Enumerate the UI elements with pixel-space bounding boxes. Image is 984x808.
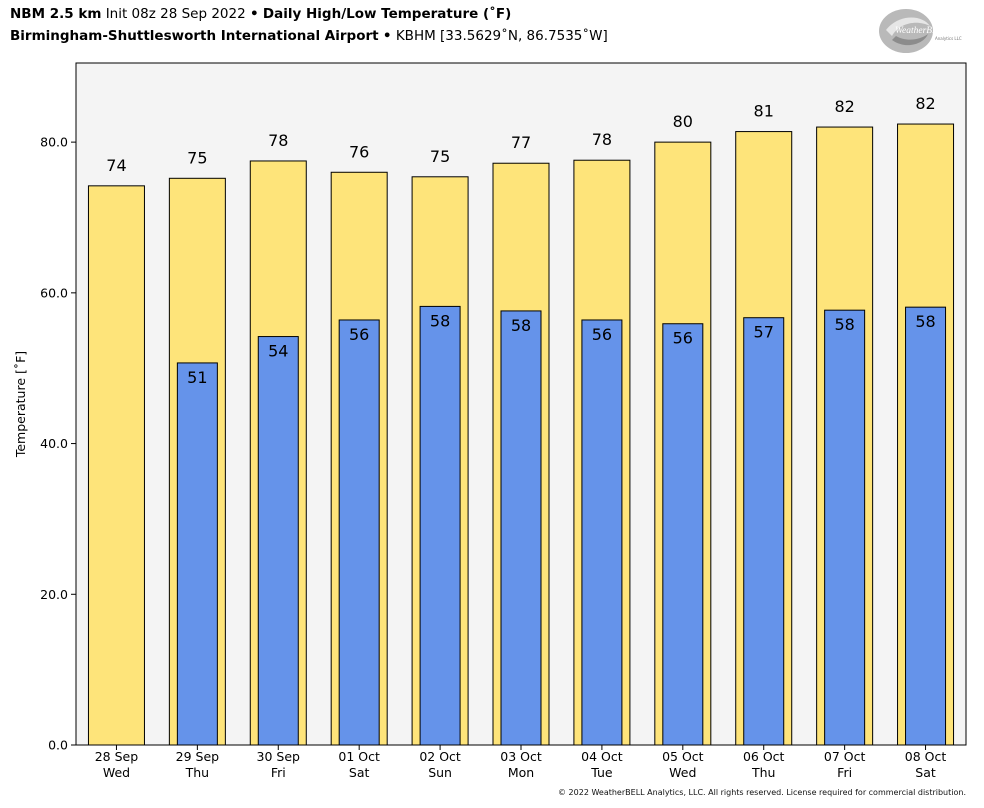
- weatherbell-logo: WeatherBELL Analytics LLC: [879, 9, 962, 53]
- x-tick-label-date: 28 Sep: [95, 749, 139, 764]
- x-tick-label-date: 05 Oct: [662, 749, 704, 764]
- low-bar: [662, 323, 704, 746]
- header-separator: •: [382, 28, 392, 44]
- x-tick-label-date: 03 Oct: [500, 749, 542, 764]
- logo-wordmark: WeatherBELL: [895, 26, 948, 36]
- low-value-label: 56: [592, 325, 612, 344]
- x-tick-label-date: 01 Oct: [338, 749, 380, 764]
- high-value-label: 78: [592, 130, 612, 149]
- chart-header-line1: NBM 2.5 km Init 08z 28 Sep 2022 • Daily …: [10, 6, 511, 22]
- x-tick-label-day: Fri: [271, 765, 286, 780]
- low-value-label: 58: [511, 316, 531, 335]
- x-tick-label-day: Thu: [751, 765, 775, 780]
- low-temperature-series: [176, 305, 947, 746]
- x-tick-label-day: Mon: [508, 765, 534, 780]
- x-tick-label-date: 04 Oct: [581, 749, 623, 764]
- x-tick-label-day: Thu: [185, 765, 209, 780]
- low-value-label: 57: [754, 323, 774, 342]
- x-tick-label-day: Sun: [428, 765, 452, 780]
- low-bar: [257, 336, 299, 746]
- model-name: NBM 2.5 km: [10, 6, 102, 22]
- low-value-label: 58: [430, 311, 450, 330]
- high-value-label: 80: [673, 112, 693, 131]
- high-value-label: 82: [915, 94, 935, 113]
- x-tick-label-date: 07 Oct: [824, 749, 866, 764]
- high-value-label: 75: [187, 148, 207, 167]
- high-value-label: 74: [106, 156, 126, 175]
- low-value-label: 58: [834, 315, 854, 334]
- x-tick-label-day: Tue: [590, 765, 613, 780]
- low-value-label: 56: [349, 325, 369, 344]
- y-tick-label: 40.0: [40, 436, 68, 451]
- low-bar: [905, 306, 947, 746]
- x-tick-label-date: 06 Oct: [743, 749, 785, 764]
- low-value-label: 54: [268, 342, 288, 361]
- x-tick-label-day: Sat: [915, 765, 936, 780]
- y-tick-label: 60.0: [40, 285, 68, 300]
- y-tick-label: 0.0: [48, 738, 68, 753]
- product-title: Daily High/Low Temperature (˚F): [262, 6, 512, 22]
- low-bar: [176, 362, 218, 746]
- low-bar: [500, 310, 542, 746]
- low-value-label: 56: [673, 329, 693, 348]
- logo-subtext: Analytics LLC: [935, 36, 962, 41]
- high-value-label: 81: [754, 102, 774, 121]
- high-value-label: 78: [268, 131, 288, 150]
- low-bar: [338, 319, 380, 746]
- x-tick-label-day: Wed: [103, 765, 130, 780]
- low-bar: [581, 319, 623, 746]
- x-tick-label-day: Sat: [349, 765, 370, 780]
- x-tick-label-date: 08 Oct: [905, 749, 947, 764]
- x-tick-label-date: 30 Sep: [257, 749, 301, 764]
- header-separator: •: [249, 6, 259, 22]
- station-coords: KBHM [33.5629˚N, 86.7535˚W]: [395, 28, 608, 44]
- copyright-footer: © 2022 WeatherBELL Analytics, LLC. All r…: [558, 788, 966, 797]
- low-value-label: 58: [915, 312, 935, 331]
- value-labels: 74 75 51 78 54 76 56 75 58 77 58 78 56 80 56 81 57 82 58 82…: [106, 94, 935, 387]
- low-bar: [824, 309, 866, 746]
- high-value-label: 75: [430, 147, 450, 166]
- x-tick-label-day: Fri: [837, 765, 852, 780]
- low-bar: [419, 305, 461, 746]
- high-value-label: 77: [511, 133, 531, 152]
- init-time: Init 08z 28 Sep 2022: [105, 6, 246, 22]
- y-axis: 0.0 20.0 40.0 60.0 80.0: [40, 135, 76, 753]
- y-tick-label: 80.0: [40, 135, 68, 150]
- chart-header-line2: Birmingham-Shuttlesworth International A…: [10, 28, 608, 44]
- high-value-label: 76: [349, 142, 369, 161]
- x-tick-label-day: Wed: [669, 765, 696, 780]
- low-bar: [743, 317, 785, 746]
- x-tick-label-date: 29 Sep: [176, 749, 220, 764]
- high-value-label: 82: [834, 97, 854, 116]
- x-tick-label-date: 02 Oct: [419, 749, 461, 764]
- high-bar: [87, 185, 145, 746]
- station-name: Birmingham-Shuttlesworth International A…: [10, 28, 379, 44]
- low-value-label: 51: [187, 368, 207, 387]
- y-axis-label: Temperature [˚F]: [13, 351, 28, 458]
- y-tick-label: 20.0: [40, 587, 68, 602]
